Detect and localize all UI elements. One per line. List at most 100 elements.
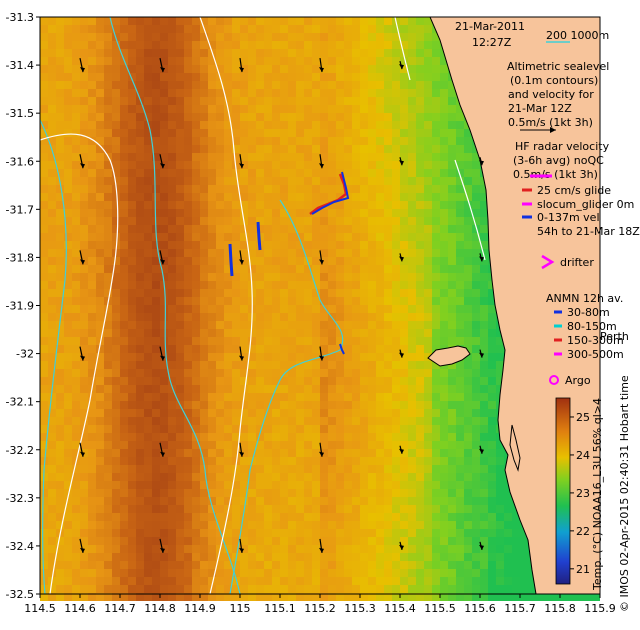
sst-cell (168, 305, 176, 313)
sst-cell (288, 113, 296, 121)
sst-cell (96, 473, 104, 481)
sst-cell (160, 289, 168, 297)
sst-cell (352, 17, 360, 25)
sst-cell (440, 577, 448, 585)
sst-cell (224, 481, 232, 489)
sst-cell (144, 273, 152, 281)
sst-cell (336, 353, 344, 361)
sst-cell (144, 265, 152, 273)
sst-cell (400, 209, 408, 217)
sst-cell (480, 425, 488, 433)
sst-cell (480, 337, 488, 345)
sst-cell (160, 569, 168, 577)
sst-cell (344, 497, 352, 505)
sst-cell (320, 249, 328, 257)
sst-cell (232, 281, 240, 289)
sst-cell (104, 65, 112, 73)
sst-cell (40, 369, 48, 377)
sst-cell (456, 161, 464, 169)
sst-cell (232, 137, 240, 145)
sst-cell (160, 433, 168, 441)
sst-cell (448, 105, 456, 113)
sst-cell (296, 17, 304, 25)
sst-cell (448, 529, 456, 537)
sst-cell (64, 433, 72, 441)
sst-cell (264, 321, 272, 329)
sst-cell (200, 73, 208, 81)
sst-cell (384, 185, 392, 193)
sst-cell (176, 329, 184, 337)
sst-cell (80, 289, 88, 297)
sst-cell (280, 489, 288, 497)
sst-cell (144, 129, 152, 137)
sst-cell (160, 273, 168, 281)
sst-cell (248, 121, 256, 129)
sst-cell (112, 209, 120, 217)
sst-cell (408, 513, 416, 521)
sst-cell (336, 441, 344, 449)
sst-cell (104, 249, 112, 257)
sst-cell (344, 33, 352, 41)
sst-cell (88, 377, 96, 385)
sst-cell (168, 345, 176, 353)
sst-cell (360, 113, 368, 121)
sst-cell (232, 329, 240, 337)
sst-cell (216, 185, 224, 193)
sst-cell (112, 41, 120, 49)
sst-cell (200, 97, 208, 105)
sst-cell (488, 489, 496, 497)
sst-cell (400, 289, 408, 297)
sst-cell (216, 337, 224, 345)
sst-cell (96, 145, 104, 153)
sst-cell (144, 585, 152, 593)
sst-cell (392, 425, 400, 433)
sst-cell (416, 169, 424, 177)
sst-cell (304, 217, 312, 225)
sst-cell (424, 265, 432, 273)
sst-cell (328, 305, 336, 313)
sst-cell (80, 225, 88, 233)
sst-cell (344, 441, 352, 449)
sst-cell (112, 201, 120, 209)
sst-cell (64, 169, 72, 177)
sst-cell (280, 241, 288, 249)
sst-cell (424, 121, 432, 129)
sst-cell (384, 481, 392, 489)
sst-cell (184, 385, 192, 393)
sst-cell (480, 393, 488, 401)
sst-cell (288, 489, 296, 497)
sst-cell (136, 313, 144, 321)
sst-cell (280, 497, 288, 505)
sst-cell (272, 377, 280, 385)
sst-cell (176, 545, 184, 553)
sst-cell (168, 225, 176, 233)
sst-cell (392, 241, 400, 249)
sst-cell (128, 465, 136, 473)
sst-cell (272, 289, 280, 297)
sst-cell (424, 25, 432, 33)
sst-cell (424, 241, 432, 249)
sst-cell (296, 121, 304, 129)
sst-cell (376, 289, 384, 297)
sst-cell (56, 185, 64, 193)
sst-cell (144, 545, 152, 553)
sst-cell (184, 57, 192, 65)
sst-cell (432, 497, 440, 505)
sst-cell (152, 33, 160, 41)
sst-cell (144, 561, 152, 569)
sst-cell (432, 521, 440, 529)
sst-cell (72, 169, 80, 177)
sst-cell (392, 289, 400, 297)
sst-cell (48, 473, 56, 481)
sst-cell (336, 273, 344, 281)
sst-cell (64, 161, 72, 169)
sst-cell (352, 233, 360, 241)
sst-cell (248, 73, 256, 81)
sst-cell (48, 545, 56, 553)
sst-cell (168, 457, 176, 465)
sst-cell (416, 497, 424, 505)
sst-cell (80, 129, 88, 137)
sst-cell (336, 521, 344, 529)
sst-cell (176, 313, 184, 321)
sst-cell (120, 81, 128, 89)
